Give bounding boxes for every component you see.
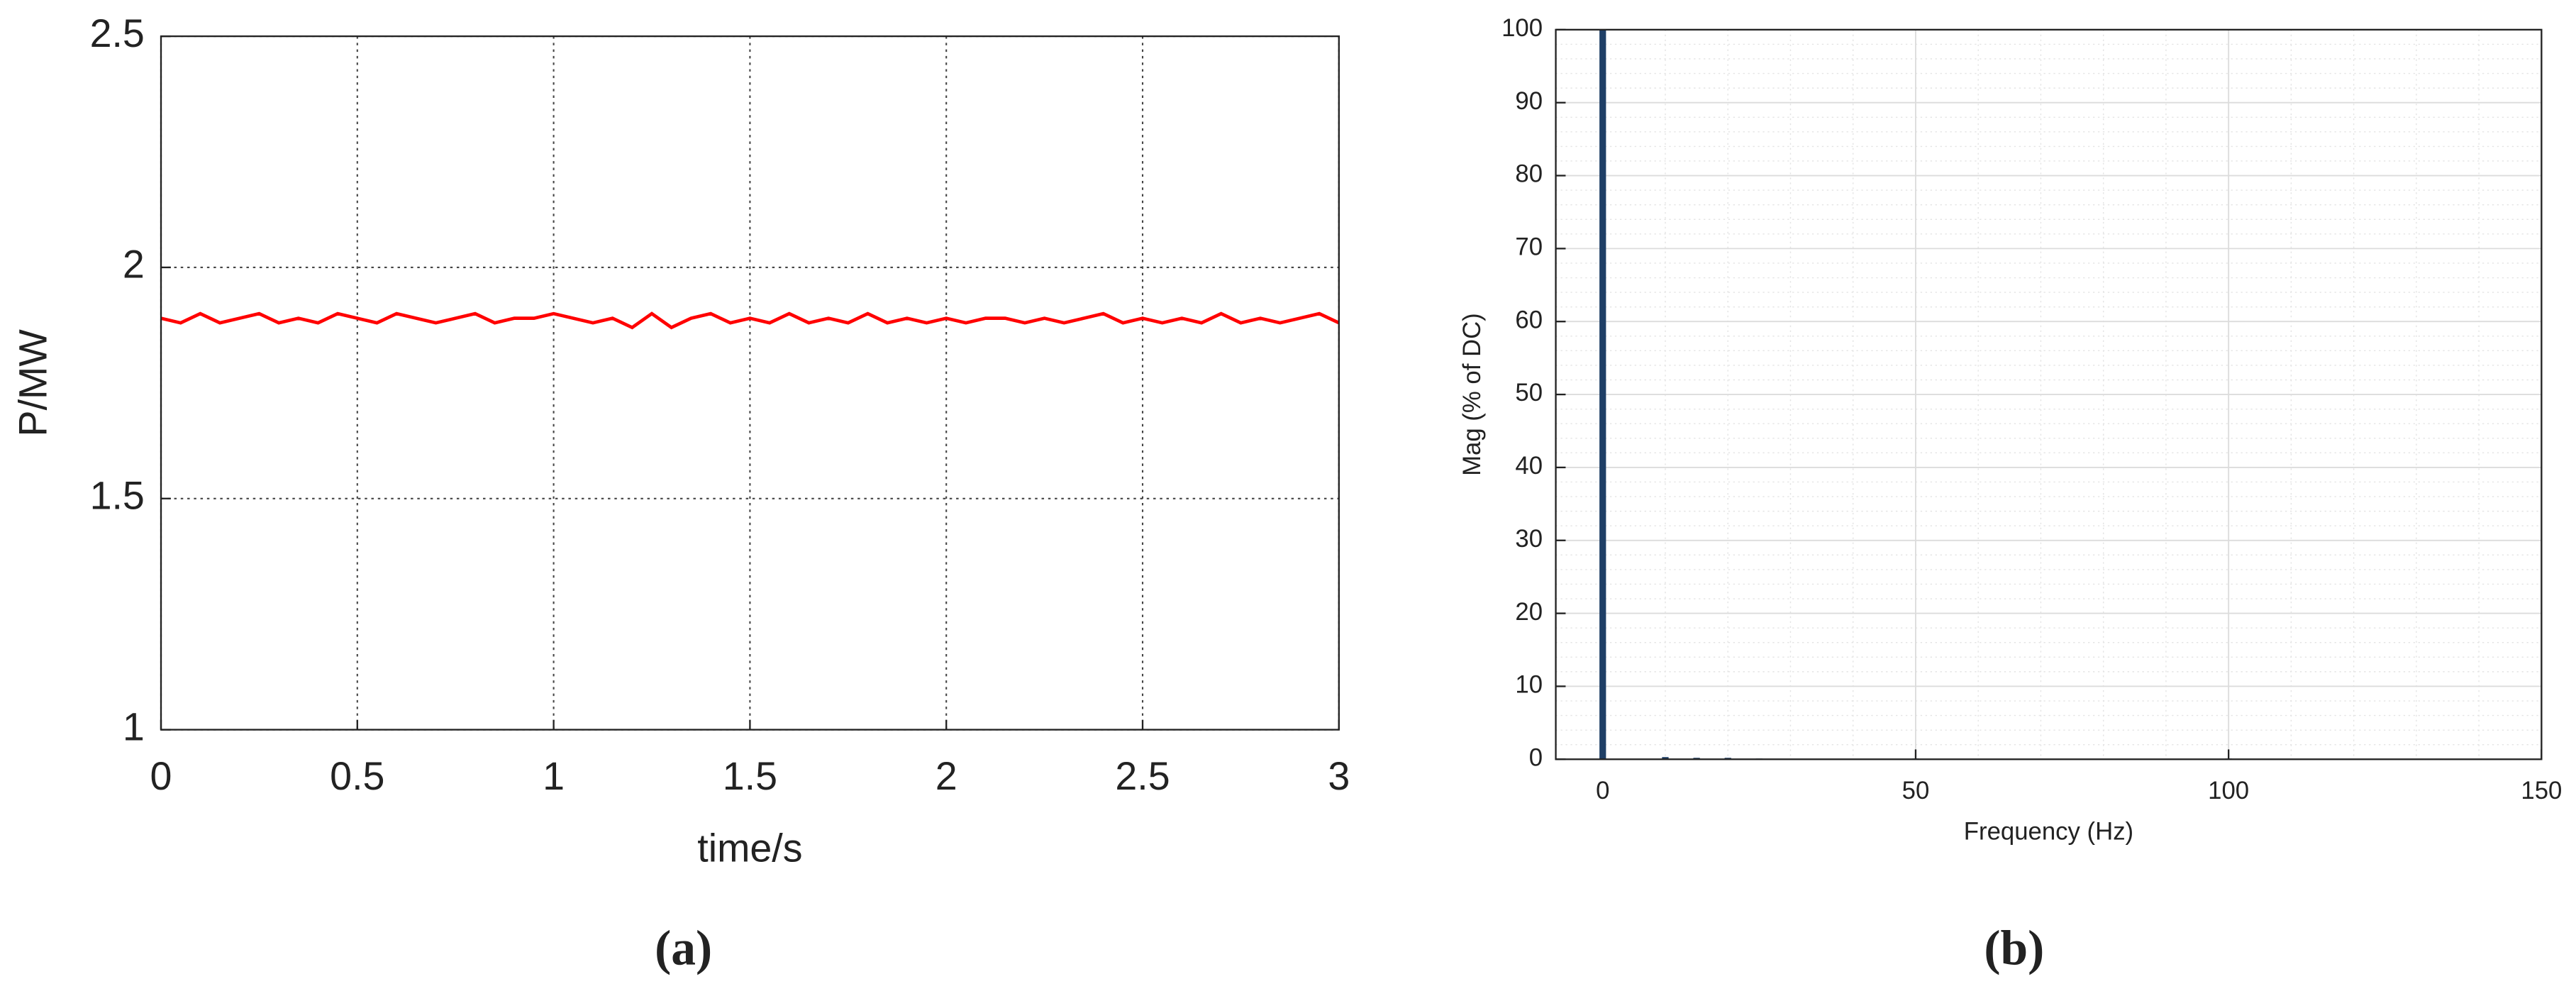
y-tick-label: 100 — [1501, 15, 1543, 42]
x-tick-label: 100 — [2208, 778, 2249, 804]
y-tick-label: 30 — [1515, 526, 1543, 553]
y-tick-label: 90 — [1515, 88, 1543, 115]
x-tick-label: 0 — [1596, 778, 1609, 804]
x-tick-label: 50 — [1902, 778, 1930, 804]
panel-caption: (a) — [655, 922, 712, 976]
y-tick-label: 0 — [1529, 744, 1543, 771]
panel-caption: (b) — [1984, 922, 2044, 976]
y-tick-label: 70 — [1515, 234, 1543, 261]
y-tick-label: 60 — [1515, 306, 1543, 333]
y-tick-label: 1.5 — [90, 473, 145, 517]
y-axis-label: P/MW — [11, 329, 55, 437]
y-tick-label: 80 — [1515, 161, 1543, 188]
x-tick-label: 1.5 — [723, 754, 777, 798]
x-tick-label: 2 — [936, 754, 957, 798]
y-tick-label: 10 — [1515, 672, 1543, 699]
x-tick-label: 2.5 — [1115, 754, 1170, 798]
y-axis-label: Mag (% of DC) — [1459, 313, 1486, 476]
x-tick-label: 3 — [1328, 754, 1350, 798]
y-tick-label: 50 — [1515, 380, 1543, 406]
plot-frame — [1555, 28, 2543, 760]
y-tick-label: 20 — [1515, 599, 1543, 626]
y-tick-label: 2 — [123, 243, 145, 287]
x-tick-label: 150 — [2521, 778, 2562, 804]
data-line — [160, 311, 1340, 330]
y-tick-label: 1 — [123, 704, 145, 748]
x-axis-label: time/s — [697, 826, 802, 870]
x-tick-label: 0 — [150, 754, 172, 798]
x-tick-label: 1 — [543, 754, 565, 798]
x-tick-label: 0.5 — [330, 754, 384, 798]
bar — [1599, 29, 1606, 760]
y-tick-label: 40 — [1515, 453, 1543, 480]
plot-frame — [160, 35, 1340, 731]
bar — [1662, 757, 1669, 760]
x-axis-label: Frequency (Hz) — [1964, 819, 2133, 846]
y-tick-label: 2.5 — [90, 11, 145, 55]
